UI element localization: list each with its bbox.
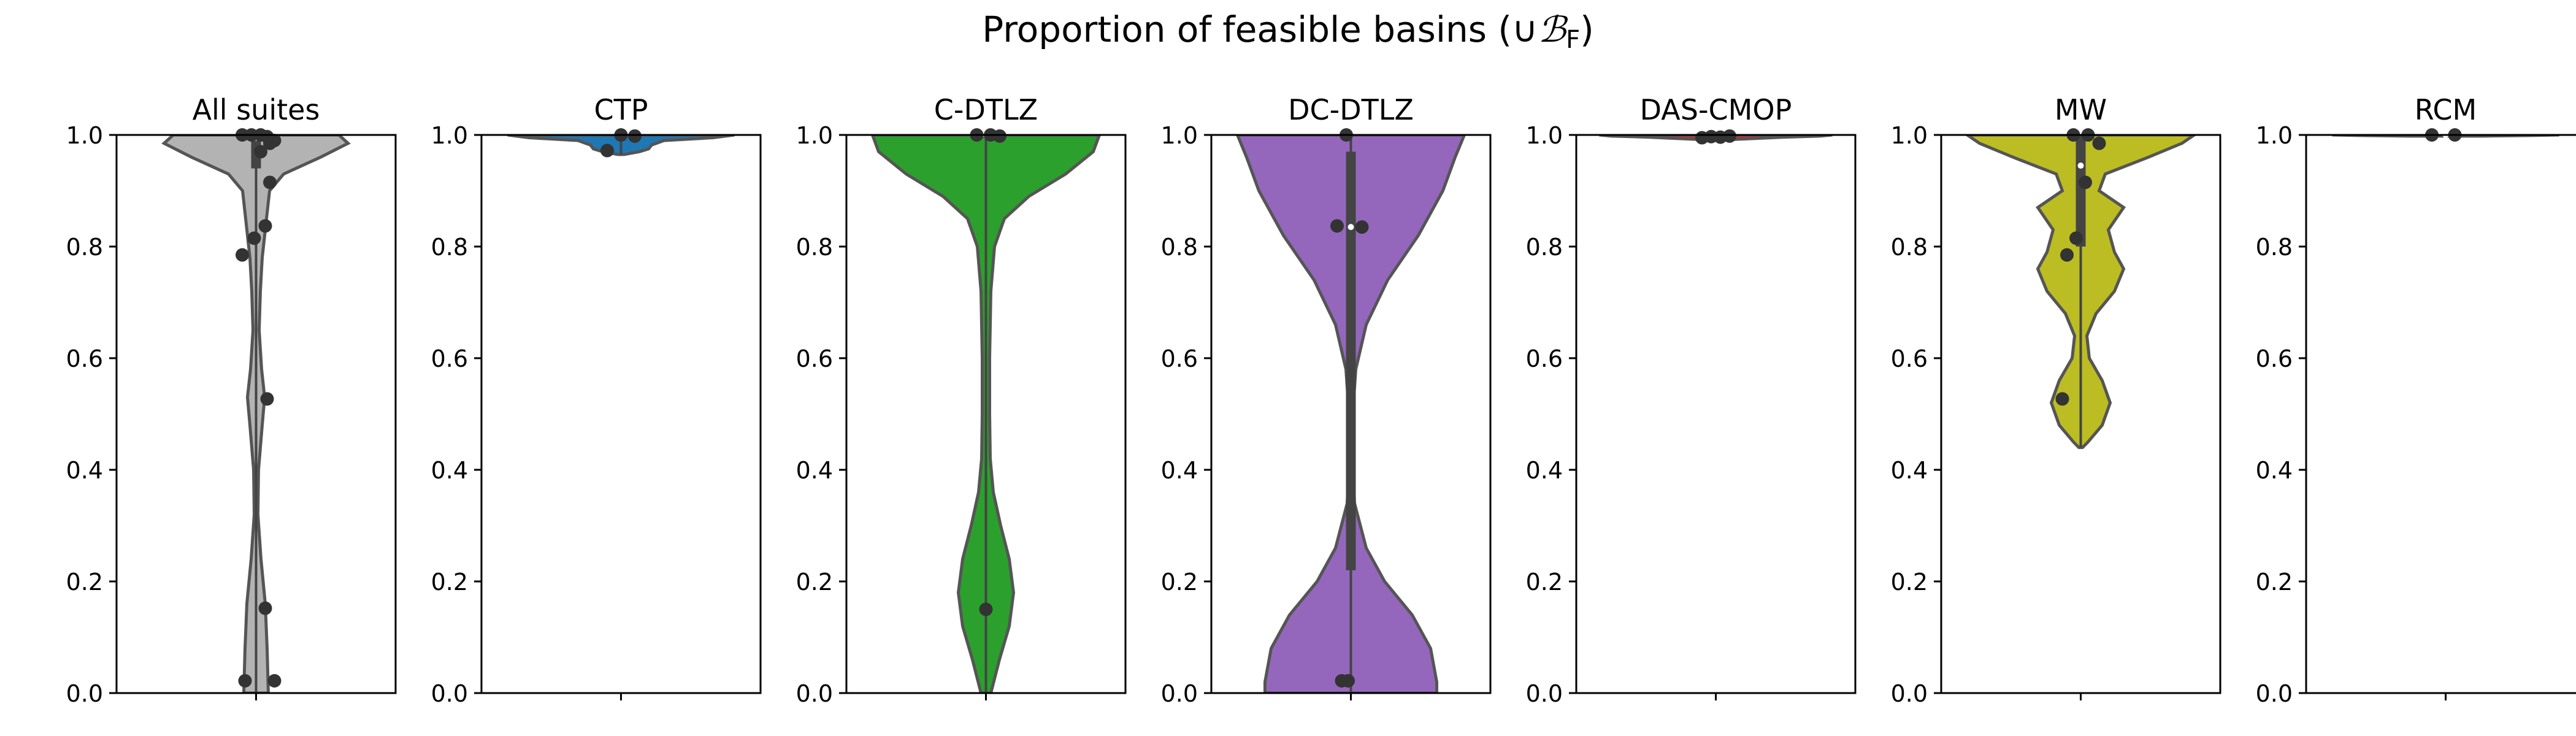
panel-title: CTP [594,93,648,126]
y-tick-label: 0.6 [1161,345,1198,372]
data-point [993,129,1006,143]
data-point [2069,231,2083,245]
y-tick-label: 0.4 [66,457,103,484]
violin-iqr-box [1346,151,1356,570]
panel-title: RCM [2415,93,2477,126]
violin-panel-2: CTP 0.0 0.2 0.4 0.6 0.8 1.0 [431,93,762,707]
figure-title: Proportion of feasible basins (∪ℬF) [0,9,2576,54]
data-point [2060,248,2074,262]
violin-panel-7: RCM 0.0 0.2 0.4 0.6 0.8 1.0 [2256,93,2576,707]
data-point [238,673,252,688]
data-point [2092,136,2106,150]
y-tick-label: 0.2 [2256,569,2293,596]
y-tick-label: 0.8 [431,234,468,261]
violin-panel-6: MW 0.0 0.2 0.4 0.6 0.8 1.0 [1891,93,2221,707]
figure-title-symbol: ℬ [1538,9,1566,50]
y-tick-label: 1.0 [1891,122,1928,149]
y-tick-label: 0.4 [796,457,833,484]
figure-title-prefix: Proportion of feasible basins (∪ [982,9,1538,50]
panel-title: MW [2055,93,2107,126]
y-tick-label: 0.6 [2256,345,2293,372]
violin-median [1347,224,1354,231]
panel-title: All suites [193,93,320,126]
figure-title-subscript: F [1566,26,1581,54]
y-tick-label: 0.4 [2256,457,2293,484]
data-point [600,144,614,158]
panel-title: DAS-CMOP [1640,93,1792,126]
y-tick-label: 0.0 [796,680,833,707]
data-point [1341,673,1355,688]
violin-panel-3: C-DTLZ 0.0 0.2 0.4 0.6 0.8 1.0 [796,93,1127,707]
y-tick-label: 0.0 [1891,680,1928,707]
y-tick-label: 0.2 [1161,569,1198,596]
data-point [2055,392,2069,406]
y-tick-label: 0.0 [1526,680,1563,707]
y-tick-label: 1.0 [431,122,468,149]
axes-frame [2305,134,2576,694]
violin-panel-5: DAS-CMOP 0.0 0.2 0.4 0.6 0.8 1.0 [1526,93,1857,707]
axes-frame [1575,134,1857,694]
data-point [628,129,642,143]
y-tick-label: 0.6 [796,345,833,372]
data-point [254,145,267,159]
violin-median [2077,163,2084,169]
y-tick-label: 0.6 [431,345,468,372]
data-point [1355,220,1369,234]
y-tick-label: 0.2 [1526,569,1563,596]
data-point [263,175,277,190]
y-tick-label: 0.6 [1526,345,1563,372]
panel-title: C-DTLZ [934,93,1038,126]
violin-panel-4: DC-DTLZ 0.0 0.2 0.4 0.6 0.8 1.0 [1161,93,1492,707]
axes-frame [480,134,762,694]
data-point [260,392,274,406]
y-tick-label: 0.8 [796,234,833,261]
y-tick-label: 0.8 [1161,234,1198,261]
y-tick-label: 0.8 [1526,234,1563,261]
y-tick-label: 0.6 [66,345,103,372]
y-tick-label: 1.0 [66,122,103,149]
y-tick-label: 0.4 [1161,457,1198,484]
y-tick-label: 0.8 [66,234,103,261]
y-tick-label: 1.0 [1526,122,1563,149]
y-tick-label: 0.2 [796,569,833,596]
data-point [236,248,249,262]
data-point [258,219,272,233]
panel-title: DC-DTLZ [1288,93,1414,126]
y-tick-label: 1.0 [1161,122,1198,149]
data-point [258,601,272,615]
y-tick-label: 0.2 [431,569,468,596]
violin-iqr-box [2076,135,2086,247]
data-point [247,231,261,245]
y-tick-label: 0.8 [1891,234,1928,261]
y-tick-label: 0.4 [1526,457,1563,484]
y-tick-label: 0.0 [66,680,103,707]
y-tick-label: 0.2 [1891,569,1928,596]
y-tick-label: 1.0 [796,122,833,149]
violin-panel-1: All suites 0.0 0.2 0.4 0.6 0.8 1.0 [66,93,397,707]
y-tick-label: 0.8 [2256,234,2293,261]
y-tick-label: 0.4 [1891,457,1928,484]
y-tick-label: 0.0 [431,680,468,707]
figure-title-suffix: ) [1580,9,1594,50]
data-point [1330,219,1344,233]
y-tick-label: 0.0 [1161,680,1198,707]
data-point [267,673,282,688]
data-point [979,602,993,616]
y-tick-label: 0.6 [1891,345,1928,372]
data-point [1723,129,1736,143]
y-tick-label: 0.0 [2256,680,2293,707]
data-point [263,136,277,150]
data-point [2079,175,2092,190]
y-tick-label: 0.2 [66,569,103,596]
y-tick-label: 1.0 [2256,122,2293,149]
y-tick-label: 0.4 [431,457,468,484]
